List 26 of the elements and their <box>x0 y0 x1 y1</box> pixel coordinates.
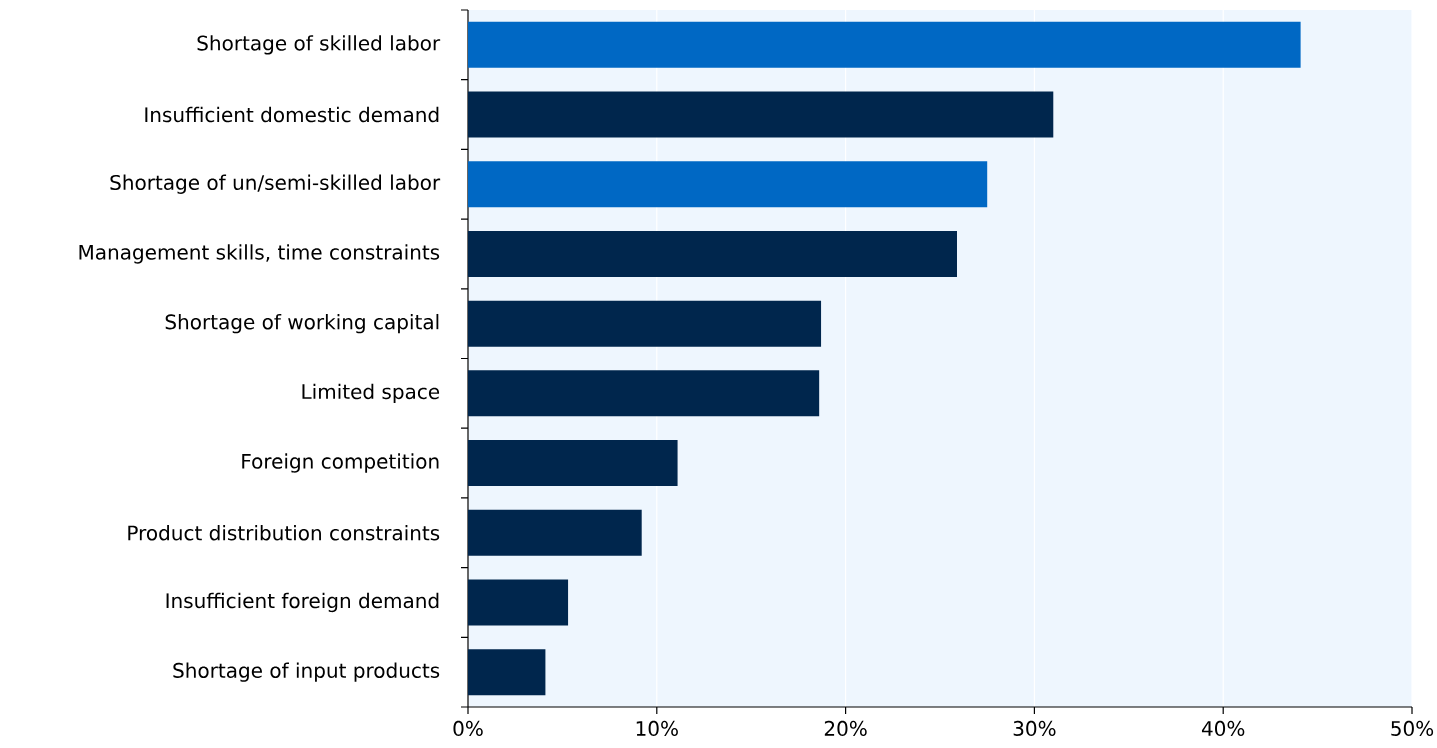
bar <box>468 91 1054 138</box>
x-tick-label: 20% <box>824 720 867 736</box>
y-tick-label: Management skills, time constraints <box>79 244 440 264</box>
x-tick-label: 30% <box>1013 720 1056 736</box>
bar <box>468 300 822 347</box>
bar <box>468 579 569 626</box>
x-tick-label: 10% <box>636 720 678 736</box>
x-tick-label: 50% <box>1391 720 1434 736</box>
y-tick-label: Limited space <box>302 383 440 404</box>
x-tick-label: 40% <box>1201 720 1245 736</box>
y-tick-label: Insufficient foreign demand <box>166 592 439 613</box>
bar <box>468 370 820 417</box>
bar <box>468 230 957 277</box>
y-tick-label: Foreign competition <box>242 453 439 473</box>
y-tick-label: Shortage of skilled labor <box>197 35 441 55</box>
bar <box>468 21 1301 68</box>
y-tick-label: Insufficient domestic demand <box>145 106 439 123</box>
y-tick-label: Shortage of input products <box>173 662 440 682</box>
bar <box>468 440 678 487</box>
bar <box>468 649 546 696</box>
bar <box>468 161 988 208</box>
y-tick-label: Shortage of un/semi-skilled labor <box>110 174 441 194</box>
y-tick-label: Product distribution constraints <box>128 525 440 541</box>
y-tick-label: Shortage of working capital <box>165 313 439 334</box>
bar <box>468 509 642 556</box>
x-tick-label: 0% <box>453 720 483 736</box>
